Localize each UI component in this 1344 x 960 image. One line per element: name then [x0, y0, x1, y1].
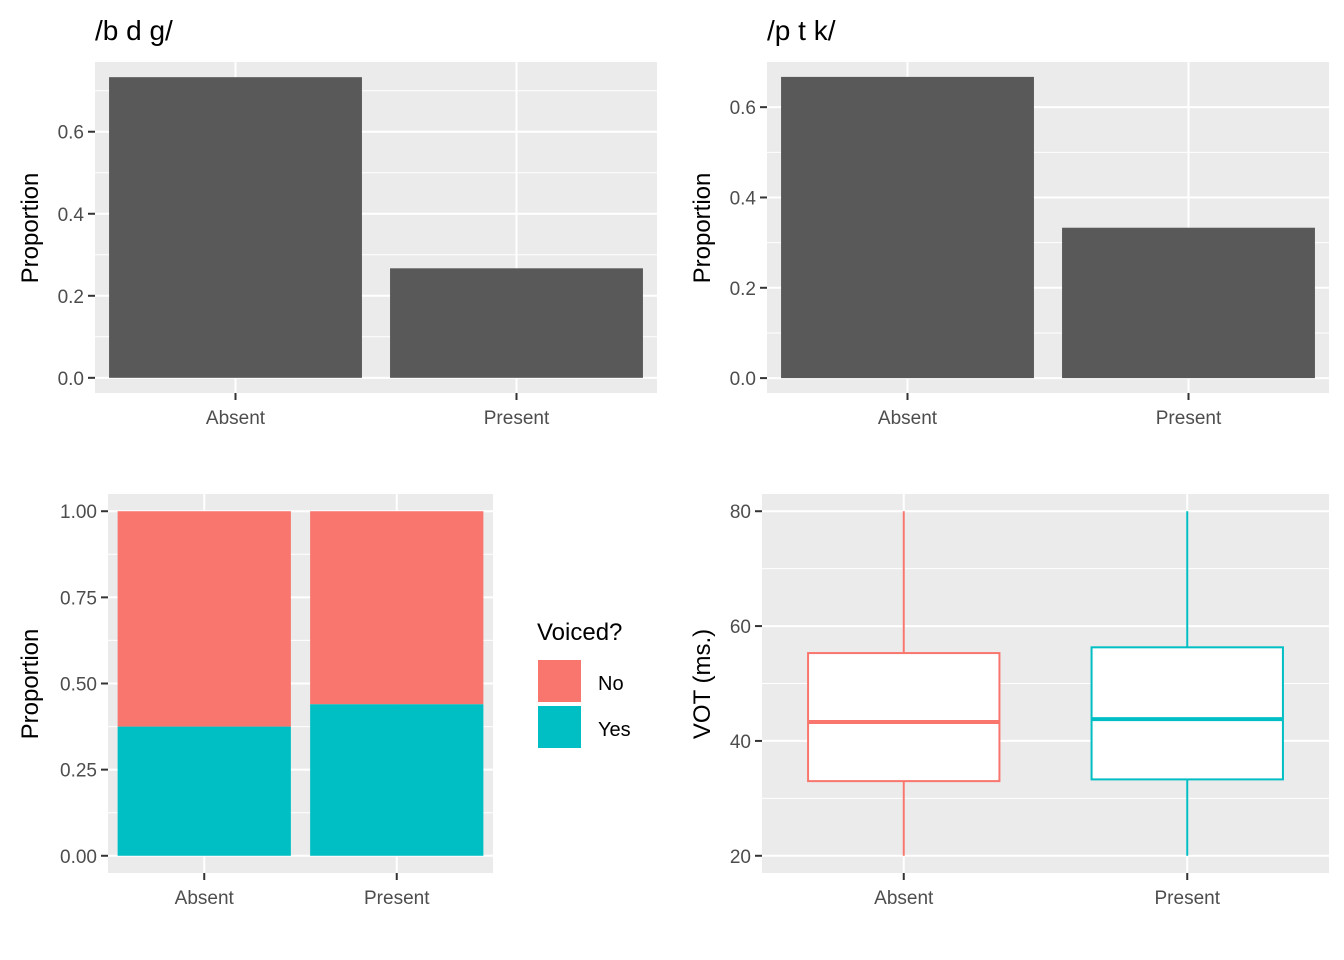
legend-swatch-yes: [538, 706, 581, 748]
bar-segment-yes-present: [310, 704, 484, 856]
bar-present: [390, 268, 643, 378]
y-tick-label: 0.6: [58, 123, 84, 144]
boxes: [807, 511, 1284, 856]
x-tick-label: Absent: [874, 888, 934, 909]
box-absent: [807, 652, 1001, 783]
axes: 0.0 0.2 0.4 0.6 Absent Present: [58, 123, 550, 429]
y-axis-title: VOT (ms.): [689, 629, 716, 739]
y-tick-label: 0.0: [58, 369, 84, 390]
y-axis-title: Proportion: [17, 173, 44, 284]
legend-title: Voiced?: [537, 619, 622, 646]
x-tick-label: Present: [1155, 888, 1221, 909]
x-tick-label: Absent: [206, 408, 266, 429]
y-tick-label: 0.0: [730, 369, 756, 390]
vot-boxplot-panel: VOT (ms.) 20 40 60 80 Absent Present: [689, 494, 1329, 909]
y-tick-label: 0.2: [58, 287, 84, 308]
plot-title: /p t k/: [767, 15, 836, 46]
y-tick-label: 0.6: [730, 98, 756, 119]
bar-present: [1062, 227, 1315, 379]
axes: 0.00 0.25 0.50 0.75 1.00 Absent Present: [60, 502, 430, 909]
y-tick-label: 0.50: [60, 675, 97, 696]
axes: 20 40 60 80 Absent Present: [730, 502, 1221, 909]
y-tick-label: 1.00: [60, 502, 97, 523]
y-tick-label: 0.00: [60, 847, 97, 868]
stacked-bars: [117, 511, 484, 856]
y-axis-title: Proportion: [17, 629, 44, 740]
bdg-bar-panel: /b d g/ Proportion 0.0 0.2 0.4 0.6 Absent Pre…: [17, 15, 657, 429]
legend: Voiced? No Yes: [537, 619, 631, 748]
y-tick-label: 0.75: [60, 588, 97, 609]
axes: 0.0 0.2 0.4 0.6 Absent Present: [730, 98, 1222, 429]
y-tick-label: 80: [730, 502, 751, 523]
y-tick-label: 0.4: [58, 205, 85, 226]
plot-title: /b d g/: [95, 15, 173, 46]
x-tick-label: Absent: [878, 408, 938, 429]
bar-segment-yes-absent: [117, 726, 291, 856]
y-tick-label: 0.25: [60, 761, 97, 782]
y-tick-label: 40: [730, 732, 751, 753]
x-tick-label: Present: [364, 888, 430, 909]
voiced-stacked-bar-panel: Proportion 0.00 0.25 0.50 0.75 1.00 Absent Pre…: [17, 494, 631, 909]
y-tick-label: 0.2: [730, 279, 756, 300]
x-tick-label: Present: [484, 408, 550, 429]
bar-segment-no-absent: [117, 511, 291, 727]
ptk-bar-panel: /p t k/ Proportion 0.0 0.2 0.4 0.6 Absent Pre…: [689, 15, 1329, 429]
y-tick-label: 0.4: [730, 188, 757, 209]
bar-absent: [781, 76, 1034, 379]
box-present: [1090, 646, 1284, 781]
bar-segment-no-present: [310, 511, 484, 705]
bar-absent: [109, 77, 362, 378]
y-tick-label: 60: [730, 617, 751, 638]
bars: [781, 76, 1315, 379]
bars: [109, 77, 643, 378]
y-tick-label: 20: [730, 847, 751, 868]
x-tick-label: Present: [1156, 408, 1222, 429]
legend-swatch-no: [538, 660, 581, 702]
x-tick-label: Absent: [175, 888, 235, 909]
y-axis-title: Proportion: [689, 173, 716, 284]
legend-label-yes: Yes: [598, 719, 631, 741]
legend-label-no: No: [598, 673, 624, 695]
